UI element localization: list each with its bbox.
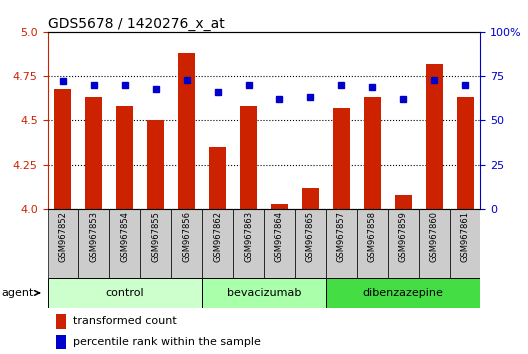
Bar [140, 209, 171, 278]
Bar [86, 97, 102, 209]
Bar [56, 314, 65, 329]
Bar [116, 106, 134, 209]
Bar [54, 88, 71, 209]
Bar [394, 195, 412, 209]
Bar [326, 278, 480, 308]
Text: GSM967855: GSM967855 [151, 211, 161, 262]
Bar [457, 97, 474, 209]
Bar [426, 64, 442, 209]
Bar [202, 209, 233, 278]
Text: GSM967865: GSM967865 [306, 211, 315, 262]
Bar [302, 188, 319, 209]
Text: bevacizumab: bevacizumab [227, 288, 301, 298]
Text: GSM967864: GSM967864 [275, 211, 284, 262]
Text: GDS5678 / 1420276_x_at: GDS5678 / 1420276_x_at [48, 17, 224, 31]
Bar [56, 335, 65, 349]
Bar [326, 209, 357, 278]
Text: GSM967861: GSM967861 [460, 211, 469, 262]
Bar [233, 209, 264, 278]
Bar [264, 209, 295, 278]
Text: GSM967858: GSM967858 [367, 211, 377, 262]
Text: GSM967853: GSM967853 [89, 211, 98, 262]
Text: GSM967852: GSM967852 [59, 211, 68, 262]
Bar [171, 209, 202, 278]
Text: GSM967856: GSM967856 [182, 211, 191, 262]
Bar [419, 209, 449, 278]
Bar [48, 209, 79, 278]
Bar [388, 209, 419, 278]
Text: dibenzazepine: dibenzazepine [363, 288, 444, 298]
Text: control: control [106, 288, 144, 298]
Text: transformed count: transformed count [73, 316, 177, 326]
Text: GSM967863: GSM967863 [244, 211, 253, 262]
Bar [364, 97, 381, 209]
Text: GSM967860: GSM967860 [430, 211, 439, 262]
Bar [357, 209, 388, 278]
Bar [79, 209, 109, 278]
Bar [48, 278, 202, 308]
Bar [109, 209, 140, 278]
Bar [147, 120, 164, 209]
Bar [209, 147, 226, 209]
Bar [271, 204, 288, 209]
Bar [178, 53, 195, 209]
Text: GSM967862: GSM967862 [213, 211, 222, 262]
Text: agent: agent [1, 288, 40, 298]
Text: GSM967854: GSM967854 [120, 211, 129, 262]
Bar [333, 108, 350, 209]
Bar [449, 209, 480, 278]
Text: GSM967857: GSM967857 [337, 211, 346, 262]
Bar [202, 278, 326, 308]
Text: percentile rank within the sample: percentile rank within the sample [73, 337, 261, 347]
Bar [240, 106, 257, 209]
Bar [295, 209, 326, 278]
Text: GSM967859: GSM967859 [399, 211, 408, 262]
